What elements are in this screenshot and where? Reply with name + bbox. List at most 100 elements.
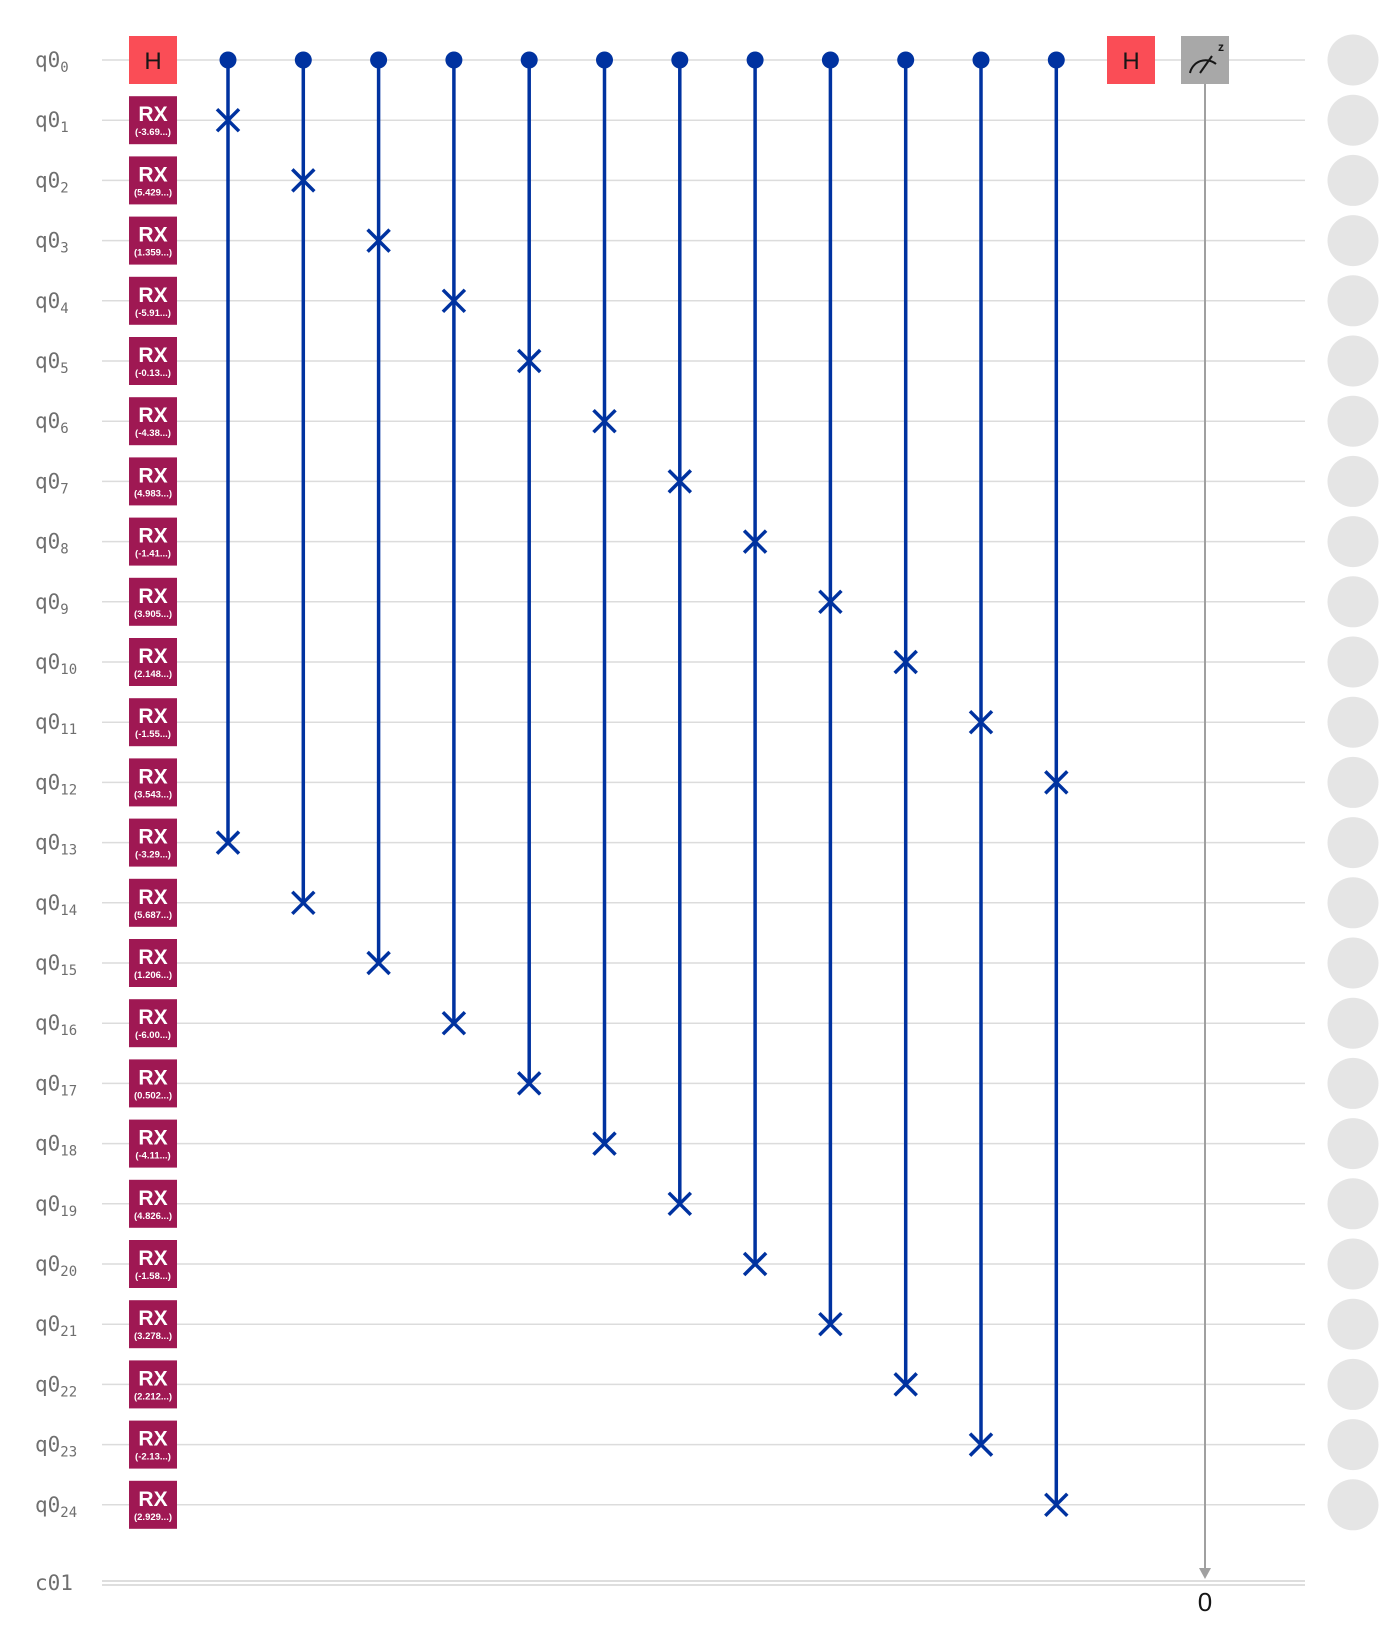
controlled-swap-gate[interactable]	[893, 51, 918, 1397]
qubit-outcome-circle[interactable]	[1327, 1479, 1379, 1531]
controlled-swap-gate[interactable]	[1044, 51, 1069, 1518]
qubit-outcome-circle[interactable]	[1327, 94, 1379, 146]
rx-gate[interactable]: RX(-1.41...)	[129, 517, 177, 566]
controlled-swap-gate[interactable]	[441, 51, 467, 1036]
control-dot	[520, 51, 538, 69]
rx-gate-param: (-4.38...)	[135, 428, 171, 439]
rx-gate[interactable]: RX(-4.11...)	[129, 1119, 177, 1168]
controlled-swap-gate[interactable]	[291, 51, 316, 916]
rx-gate-param: (-1.55...)	[135, 729, 171, 740]
rx-gate[interactable]: RX(-1.55...)	[129, 698, 177, 747]
rx-gate-label: RX	[138, 404, 167, 427]
controlled-swap-gate[interactable]	[215, 51, 241, 855]
swap-cross	[516, 348, 542, 374]
rx-gate[interactable]: RX(2.148...)	[129, 638, 177, 686]
qubit-outcome-circle[interactable]	[1327, 34, 1379, 86]
qubit-outcome-circle[interactable]	[1327, 395, 1379, 447]
rx-gate[interactable]: RX(-3.69...)	[129, 96, 177, 145]
h-gate-end[interactable]: H	[1107, 36, 1155, 84]
swap-cross	[742, 529, 768, 554]
rx-gate[interactable]: RX(3.278...)	[129, 1300, 177, 1349]
controlled-swap-gate[interactable]	[667, 51, 693, 1217]
qubit-outcome-circle[interactable]	[1327, 576, 1379, 628]
qubit-outcome-circle[interactable]	[1327, 154, 1379, 206]
qubit-outcome-circle[interactable]	[1327, 455, 1379, 507]
qubit-label: q016	[35, 1011, 77, 1039]
rx-gate[interactable]: RX(5.687...)	[129, 878, 177, 927]
rx-gate[interactable]: RX(-4.38...)	[129, 397, 177, 446]
rx-gate[interactable]: RX(4.826...)	[129, 1179, 177, 1228]
swap-cross	[667, 469, 693, 494]
control-dot	[821, 51, 839, 69]
qubit-label: q014	[35, 891, 77, 919]
rx-gate-param: (-1.58...)	[135, 1271, 171, 1282]
qubit-outcome-circle[interactable]	[1327, 215, 1379, 267]
qubit-label: q020	[35, 1252, 77, 1280]
rx-gate[interactable]: RX(1.359...)	[129, 216, 177, 265]
rx-gate[interactable]: RX(0.502...)	[129, 1059, 177, 1108]
rx-gate-label: RX	[138, 1127, 167, 1150]
qubit-outcome-circle[interactable]	[1327, 516, 1379, 568]
rx-gate[interactable]: RX(-5.91...)	[129, 276, 177, 325]
rx-gate[interactable]: RX(5.429...)	[129, 156, 177, 205]
rx-gate-param: (3.543...)	[134, 789, 172, 800]
controlled-swap-gate[interactable]	[516, 51, 542, 1096]
rx-gate[interactable]: RX(4.983...)	[129, 457, 177, 506]
measure-basis-label: z	[1218, 40, 1224, 54]
controlled-swap-gate[interactable]	[818, 51, 843, 1337]
qubit-outcome-circle[interactable]	[1327, 636, 1379, 688]
qubit-outcome-circle[interactable]	[1327, 877, 1379, 929]
rx-gate[interactable]: RX(-6.00...)	[129, 999, 177, 1048]
rx-gate[interactable]: RX(2.929...)	[129, 1480, 177, 1529]
controlled-swap-gate[interactable]	[742, 51, 768, 1277]
rx-gate-label: RX	[138, 163, 167, 186]
rx-gate-label: RX	[138, 826, 167, 849]
controlled-swap-gate[interactable]	[592, 51, 617, 1156]
qubit-outcome-circle[interactable]	[1327, 696, 1379, 748]
rx-gate-param: (-3.29...)	[135, 850, 171, 861]
rx-gate[interactable]: RX(1.206...)	[129, 939, 177, 987]
rx-gate-label: RX	[138, 1247, 167, 1270]
rx-gate-param: (2.929...)	[134, 1512, 172, 1523]
measure-gate[interactable]: z	[1181, 36, 1229, 1579]
rx-gate-label: RX	[138, 1066, 167, 1089]
control-dot	[746, 51, 764, 69]
rx-gate-label: RX	[138, 525, 167, 548]
h-gate-label: H	[144, 48, 161, 75]
controlled-swap-gates	[215, 51, 1069, 1518]
qubit-label: q05	[35, 349, 69, 377]
rx-gate-label: RX	[138, 585, 167, 608]
swap-cross	[291, 890, 316, 916]
rx-gate[interactable]: RX(-3.29...)	[129, 818, 177, 867]
qubit-outcome-circle[interactable]	[1327, 1178, 1379, 1230]
h-gate-start[interactable]: H	[129, 36, 177, 84]
qubit-outcome-circle[interactable]	[1327, 1118, 1379, 1170]
rx-gate-param: (1.359...)	[134, 248, 172, 259]
qubit-outcome-circle[interactable]	[1327, 1238, 1379, 1290]
qubit-outcome-circle[interactable]	[1327, 756, 1379, 808]
rx-gate-param: (-4.11...)	[135, 1151, 170, 1162]
rx-gate[interactable]: RX(3.543...)	[129, 758, 177, 807]
rx-gate-label: RX	[138, 886, 167, 909]
swap-cross	[366, 950, 391, 976]
qubit-outcome-circle[interactable]	[1327, 937, 1379, 989]
controlled-swap-gate[interactable]	[366, 51, 391, 976]
rx-gate-label: RX	[138, 1187, 167, 1210]
qubit-wires	[102, 59, 1305, 1586]
rx-gate[interactable]: RX(-2.13...)	[129, 1420, 177, 1469]
qubit-label: q010	[35, 650, 77, 678]
controlled-swap-gate[interactable]	[968, 51, 994, 1457]
qubit-outcome-circle[interactable]	[1327, 275, 1379, 327]
qubit-outcome-circle[interactable]	[1327, 997, 1379, 1049]
qubit-outcome-circle[interactable]	[1327, 817, 1379, 869]
rx-gate[interactable]: RX(3.905...)	[129, 577, 177, 626]
qubit-outcome-circle[interactable]	[1327, 1057, 1379, 1109]
rx-gate[interactable]: RX(-1.58...)	[129, 1240, 177, 1288]
rx-gate[interactable]: RX(-0.13...)	[129, 337, 177, 385]
qubit-outcome-circle[interactable]	[1327, 335, 1379, 387]
rx-gate-label: RX	[138, 1488, 167, 1511]
rx-gate[interactable]: RX(2.212...)	[129, 1360, 177, 1409]
qubit-outcome-circle[interactable]	[1327, 1298, 1379, 1350]
qubit-outcome-circle[interactable]	[1327, 1358, 1379, 1410]
qubit-outcome-circle[interactable]	[1327, 1419, 1379, 1471]
